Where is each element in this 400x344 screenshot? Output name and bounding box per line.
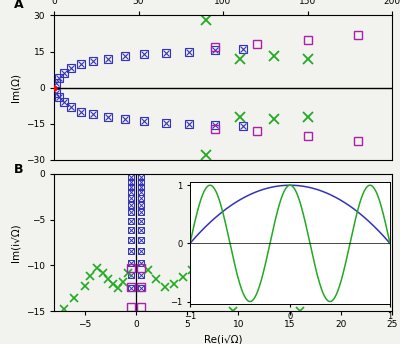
Y-axis label: Im(Ω): Im(Ω) — [10, 73, 20, 102]
Text: B: B — [14, 163, 23, 176]
Text: A: A — [14, 0, 23, 11]
Y-axis label: Im(i√Ω): Im(i√Ω) — [10, 223, 20, 262]
X-axis label: Re(i√Ω): Re(i√Ω) — [204, 335, 242, 344]
